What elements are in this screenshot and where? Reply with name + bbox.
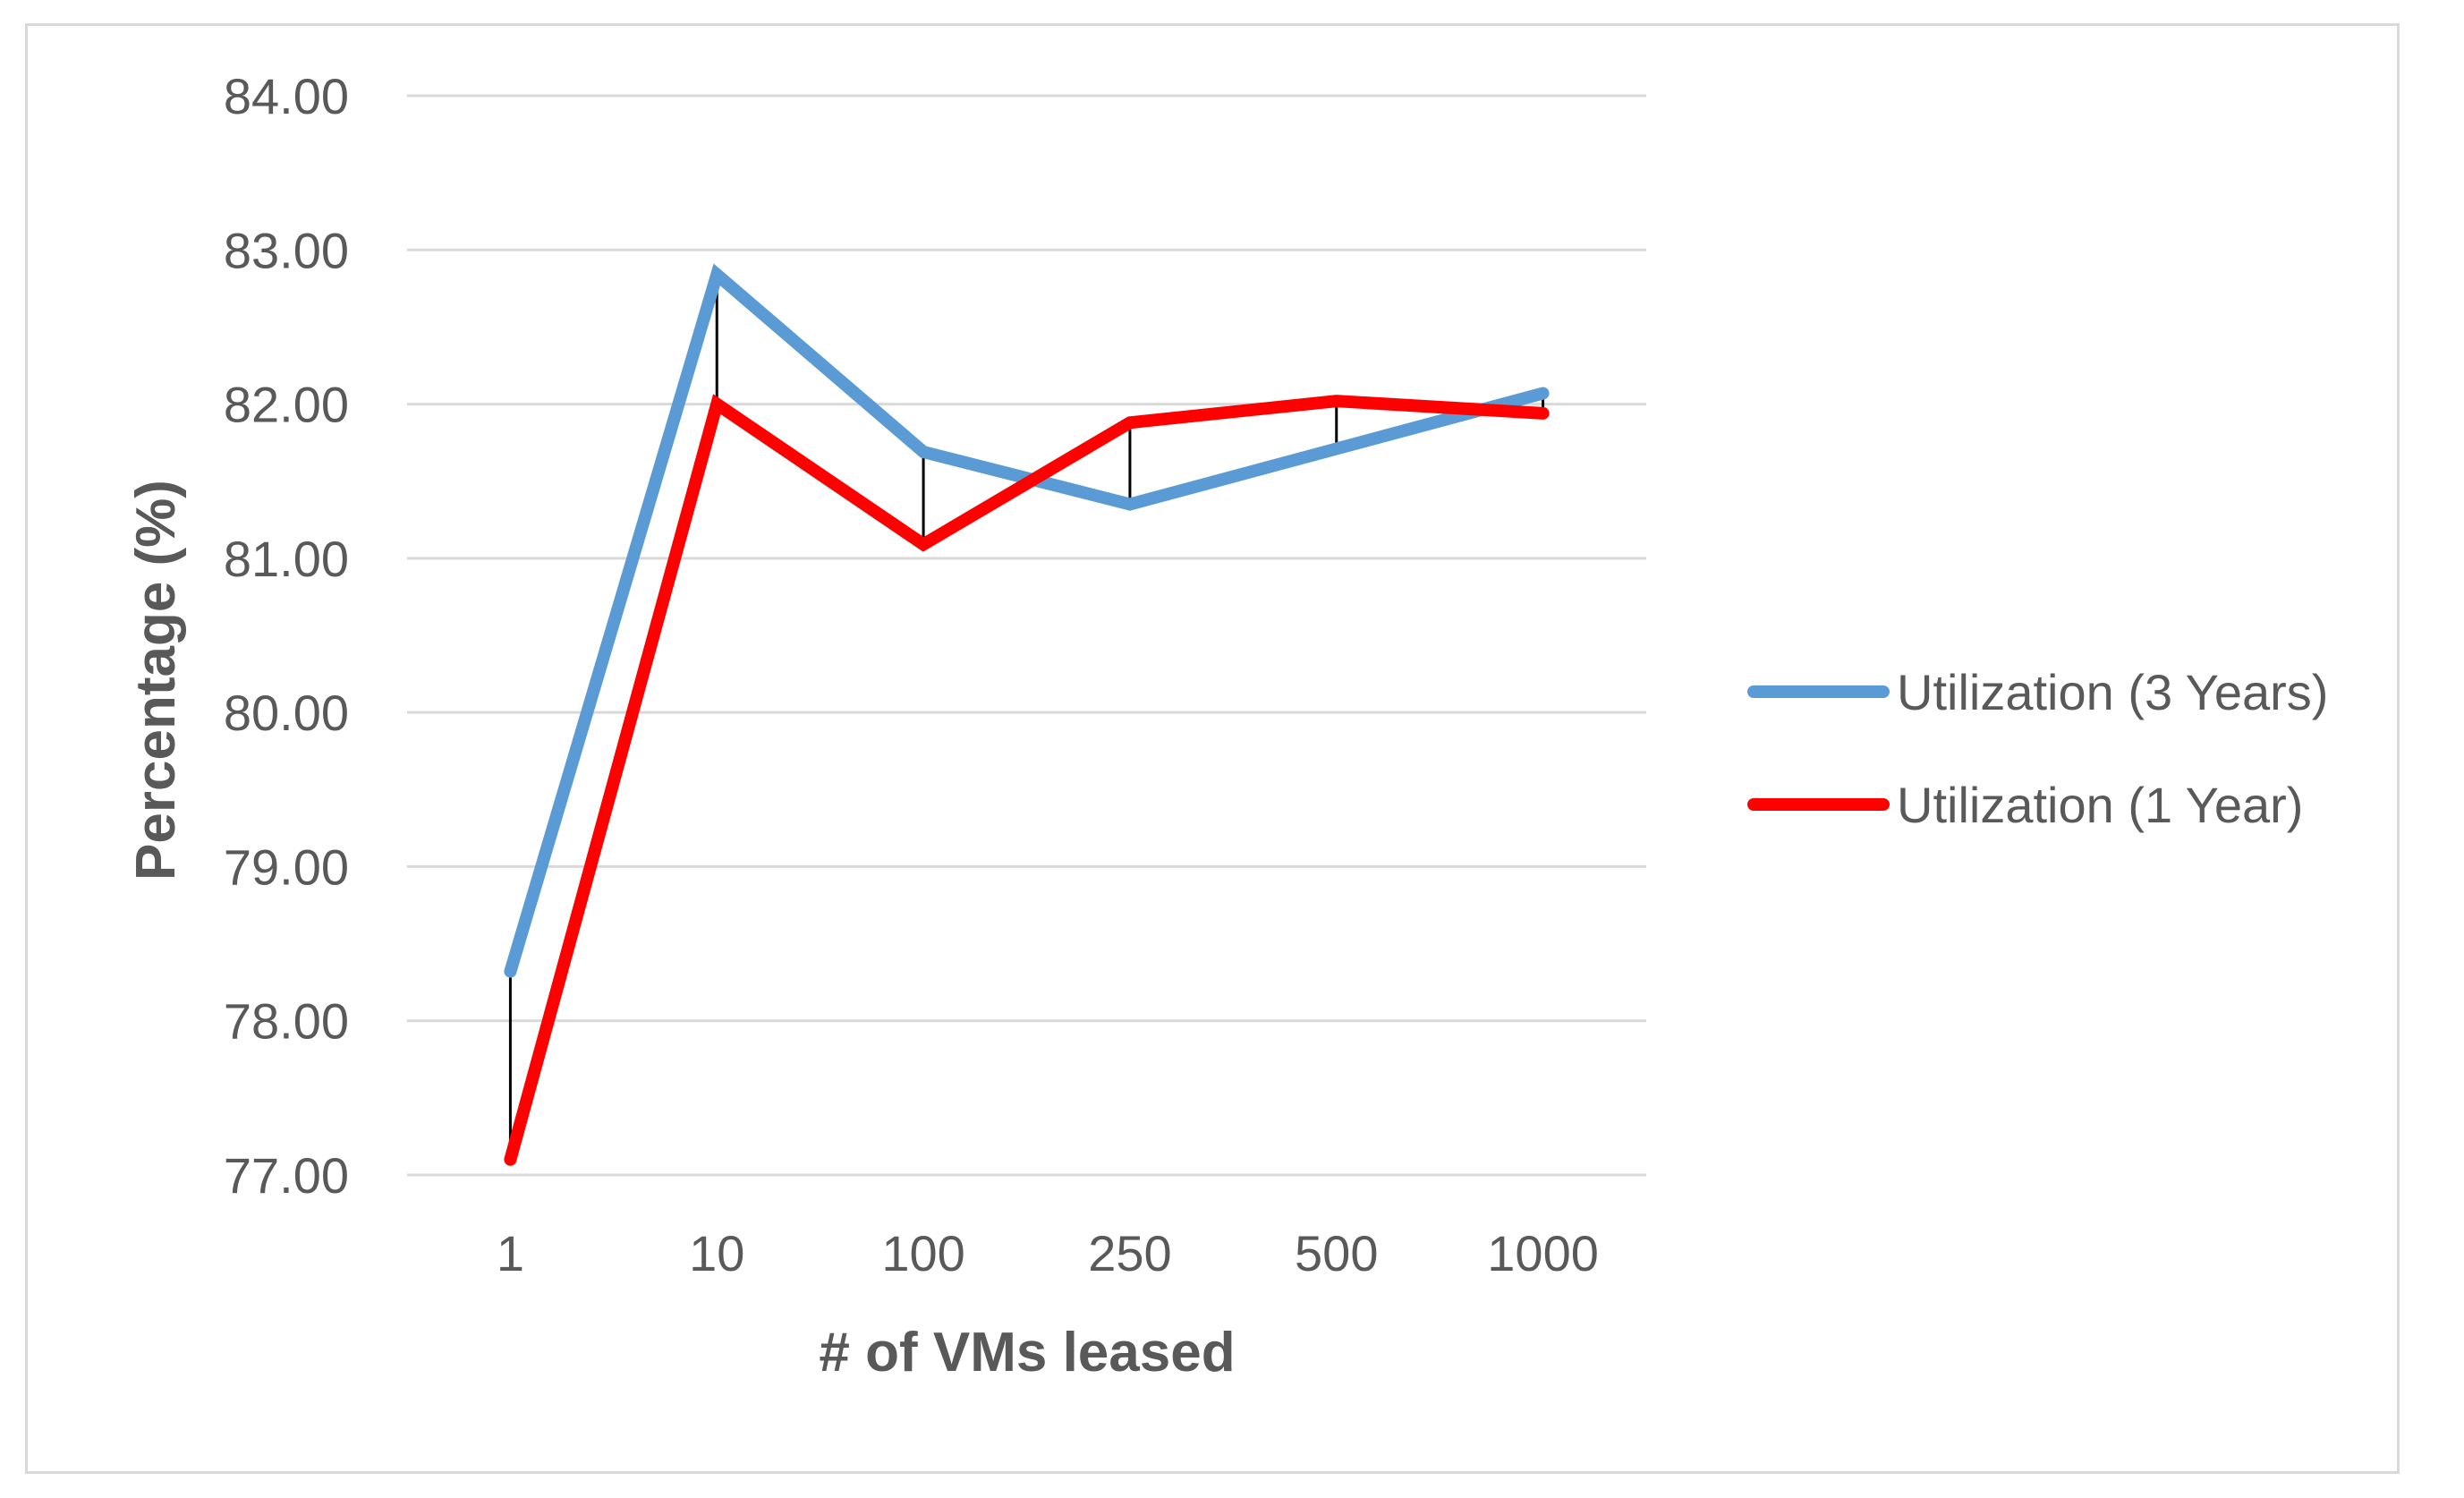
x-tick-label: 10 <box>689 1225 744 1281</box>
x-axis-title: # of VMs leased <box>819 1322 1235 1383</box>
data-point-utilization-1-year <box>1330 396 1342 407</box>
y-tick-label: 80.00 <box>224 685 349 741</box>
y-axis-title: Percentage (%) <box>125 480 187 881</box>
y-tick-label: 79.00 <box>224 838 349 895</box>
x-tick-label: 250 <box>1088 1225 1171 1281</box>
data-point-utilization-3-years <box>1124 498 1135 510</box>
chart-frame <box>25 23 2400 1474</box>
y-tick-label: 82.00 <box>224 377 349 433</box>
data-point-utilization-3-years <box>1330 443 1342 455</box>
data-point-utilization-1-year <box>1537 407 1549 419</box>
data-point-utilization-1-year <box>711 398 723 410</box>
y-tick-label: 83.00 <box>224 222 349 278</box>
data-point-utilization-3-years <box>918 446 930 457</box>
x-tick-label: 500 <box>1295 1225 1378 1281</box>
gridlines <box>407 94 1646 1177</box>
data-point-utilization-1-year <box>1124 417 1135 429</box>
y-tick-label: 84.00 <box>224 68 349 124</box>
data-point-utilization-1-year <box>918 539 930 550</box>
y-tick-label: 81.00 <box>224 531 349 587</box>
x-tick-label: 1 <box>497 1225 524 1281</box>
data-point-utilization-3-years <box>1537 387 1549 399</box>
y-tick-label: 78.00 <box>224 993 349 1050</box>
x-tick-label: 100 <box>881 1225 964 1281</box>
x-tick-label: 1000 <box>1487 1225 1599 1281</box>
legend-label: Utilization (3 Years) <box>1897 664 2328 720</box>
data-point-utilization-3-years <box>505 966 516 977</box>
data-point-utilization-1-year <box>505 1153 516 1165</box>
x-axis-ticks: 1 10 100 250 500 1000 <box>497 1225 1599 1281</box>
series-line-utilization-1-year <box>504 394 1550 1166</box>
y-tick-label: 77.00 <box>224 1147 349 1204</box>
legend: Utilization (3 Years) Utilization (1 Year… <box>1747 664 2328 833</box>
legend-label: Utilization (1 Year) <box>1897 777 2303 833</box>
data-point-utilization-3-years <box>711 268 723 280</box>
series-lines <box>504 263 1550 1166</box>
y-axis-ticks: 77.00 78.00 79.00 80.00 81.00 82.00 83.00 84.00 <box>224 68 349 1204</box>
